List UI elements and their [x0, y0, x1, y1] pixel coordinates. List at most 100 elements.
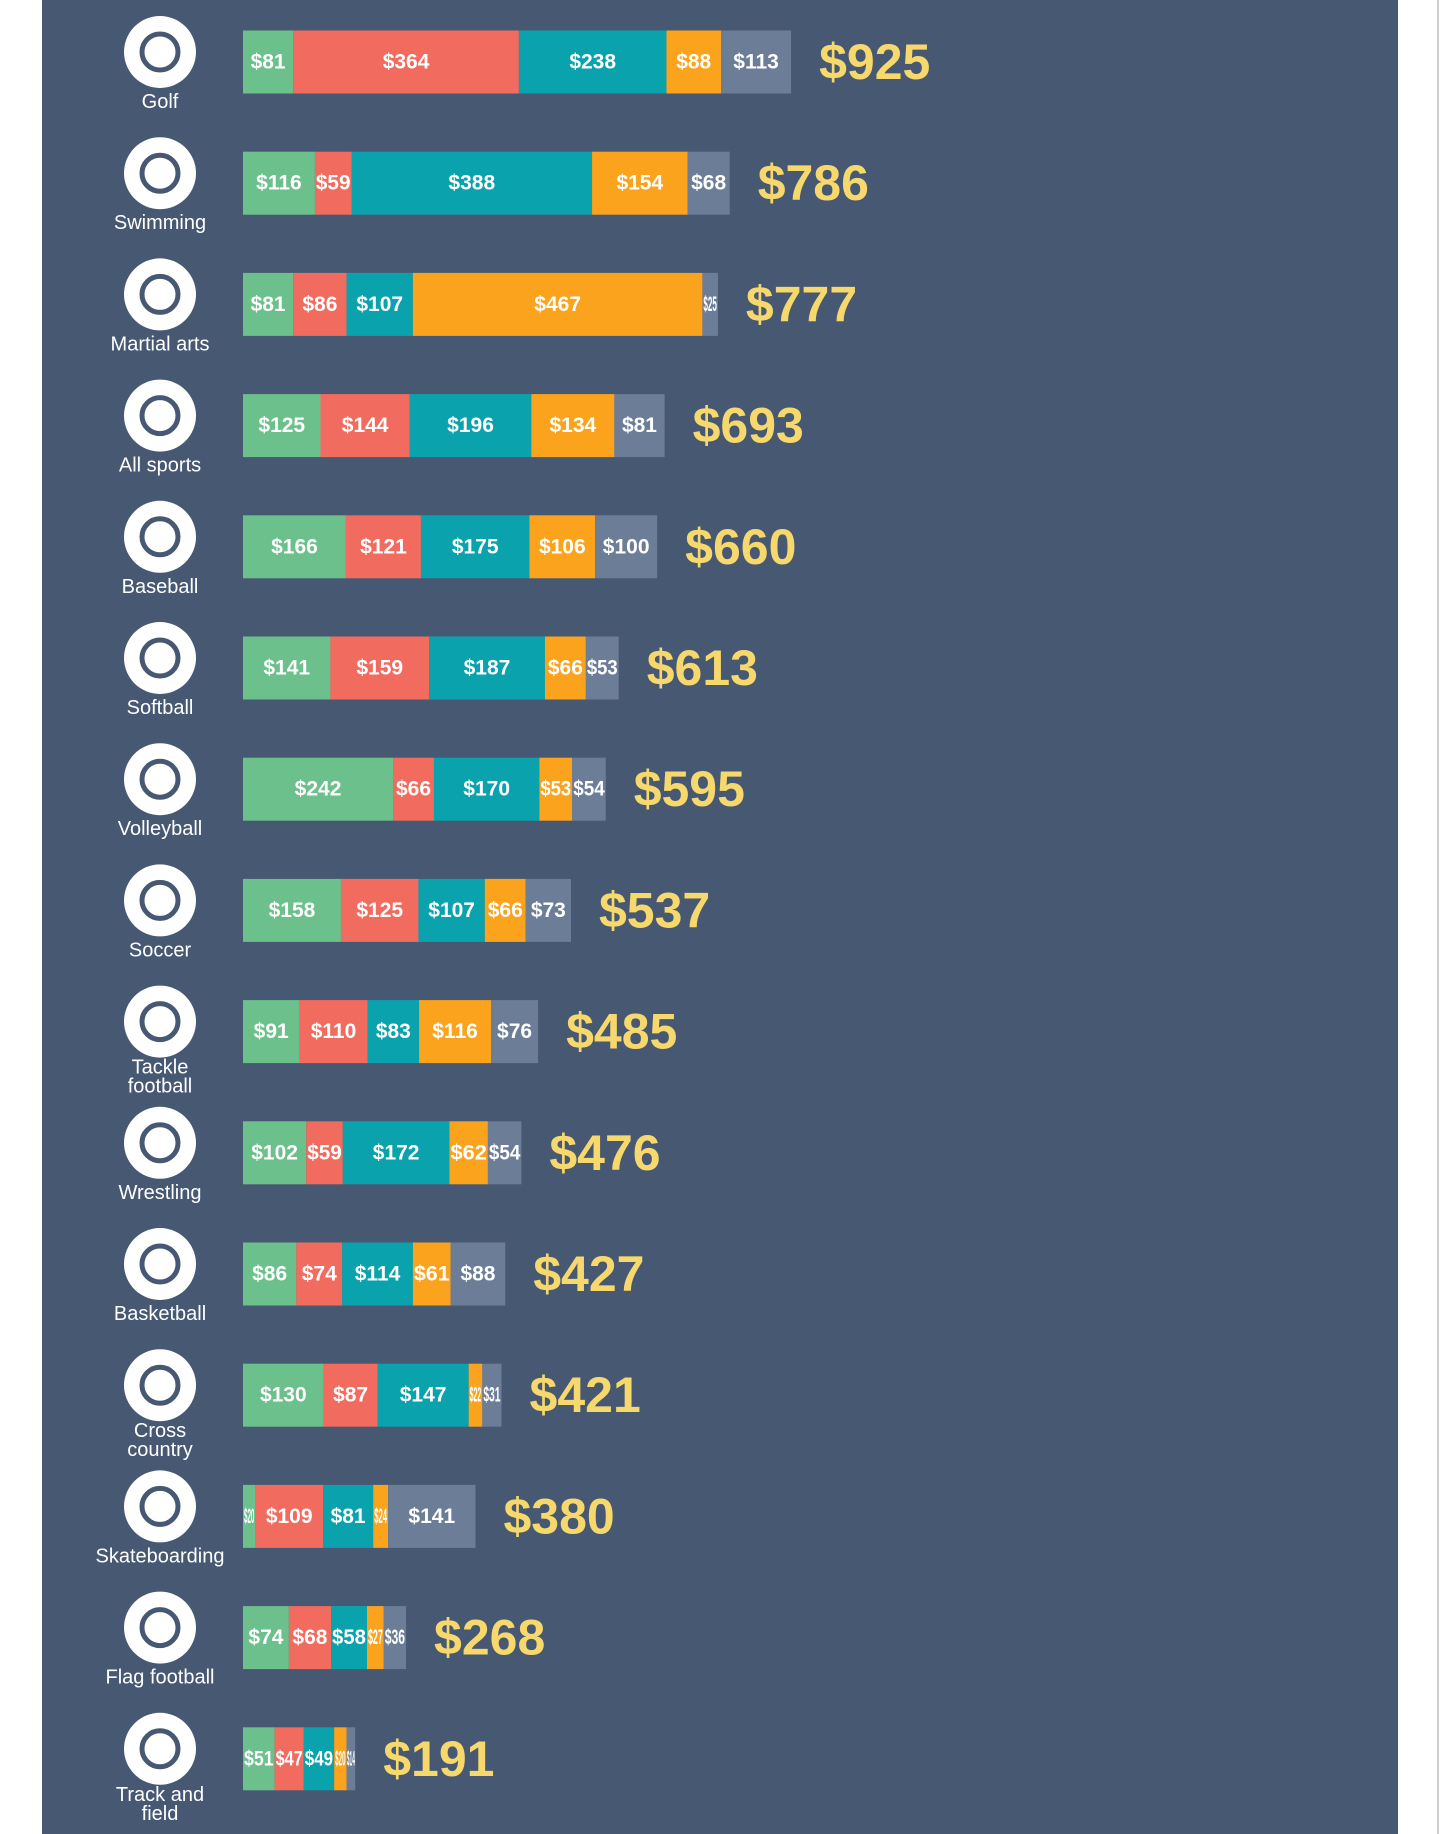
sport-icon-glyph — [139, 1122, 181, 1164]
bar-segment — [243, 30, 294, 94]
segment-label: $86 — [302, 293, 337, 316]
segment-label: $31 — [483, 1384, 500, 1407]
bar-segment — [274, 1727, 304, 1791]
segment-label: $68 — [292, 1626, 327, 1649]
total-label: $191 — [383, 1731, 494, 1787]
sport-icon — [124, 864, 196, 937]
segment-label: $59 — [316, 172, 351, 195]
segment-label: $81 — [251, 51, 286, 74]
segment-label: $68 — [691, 172, 726, 195]
sport-icon — [124, 1712, 196, 1785]
bar-segment — [243, 1363, 324, 1427]
bar-segment — [346, 1727, 356, 1791]
bar-segment — [243, 1121, 307, 1185]
bar-segment — [342, 1121, 450, 1185]
bar-segment — [323, 1363, 378, 1427]
total-label: $421 — [530, 1367, 641, 1423]
segment-label: $242 — [295, 778, 342, 801]
sport-icon — [124, 743, 196, 816]
segment-label: $76 — [497, 1020, 532, 1043]
segment-label: $154 — [616, 172, 663, 195]
bar-segment — [388, 1484, 476, 1548]
bar-segment — [320, 394, 410, 458]
sport-icon-glyph — [139, 879, 181, 921]
sport-icon — [124, 985, 196, 1058]
sport-icon — [124, 1470, 196, 1543]
bar-segment — [243, 757, 394, 821]
bar-segment — [243, 878, 341, 942]
bar-segment — [293, 272, 347, 336]
bar-segment — [243, 1606, 289, 1670]
bar-segment — [351, 151, 593, 215]
bar-segment — [345, 515, 421, 579]
segment-label: $141 — [408, 1505, 455, 1528]
sport-label: Baseball — [122, 576, 199, 598]
segment-label: $20 — [244, 1505, 254, 1528]
total-label: $777 — [746, 276, 857, 332]
total-label: $427 — [533, 1246, 644, 1302]
bar-segment — [255, 1484, 323, 1548]
bar-segment — [243, 1000, 300, 1064]
sport-icon-glyph — [139, 273, 181, 315]
total-label: $537 — [599, 882, 710, 938]
sport-icon — [124, 1106, 196, 1179]
bar-segment — [243, 1727, 275, 1791]
segment-label: $109 — [266, 1505, 313, 1528]
sport-label: Flag football — [106, 1667, 215, 1689]
sport-label: Swimming — [114, 212, 206, 234]
segment-label: $364 — [383, 51, 430, 74]
segment-label: $53 — [540, 778, 571, 801]
sport-label: Volleyball — [118, 818, 203, 840]
sport-label: Track and field — [116, 1784, 204, 1825]
segment-label: $110 — [311, 1020, 357, 1043]
sport-icon — [124, 16, 196, 88]
bar-segment — [243, 636, 331, 700]
total-label: $485 — [566, 1004, 677, 1060]
segment-label: $121 — [360, 535, 407, 558]
segment-label: $74 — [248, 1626, 283, 1649]
bar-segment — [429, 636, 545, 700]
segment-label: $130 — [260, 1384, 307, 1407]
sport-icon-glyph — [139, 1485, 181, 1527]
segment-label: $36 — [385, 1626, 405, 1649]
sport-label: Tackle football — [128, 1057, 193, 1098]
segment-label: $61 — [414, 1263, 450, 1286]
bar-segment — [525, 878, 571, 942]
sport-icon-glyph — [139, 1728, 181, 1770]
segment-label: $62 — [450, 1141, 486, 1164]
bar-segment — [243, 272, 294, 336]
segment-label: $24 — [374, 1505, 387, 1528]
segment-label: $196 — [447, 414, 494, 437]
sport-icon — [124, 1228, 196, 1300]
bar-segment — [346, 272, 413, 336]
bar-segment — [487, 1121, 522, 1185]
sport-label: Wrestling — [119, 1182, 202, 1204]
bar-segment — [331, 1606, 367, 1670]
segment-label: $144 — [342, 414, 389, 437]
segment-label: $147 — [400, 1384, 447, 1407]
segment-label: $166 — [271, 535, 318, 558]
segment-label: $102 — [251, 1141, 298, 1164]
segment-label: $107 — [356, 293, 403, 316]
sport-label: Softball — [127, 697, 194, 719]
segment-label: $107 — [428, 899, 475, 922]
bar-segment — [243, 1484, 256, 1548]
bar-segment — [314, 151, 352, 215]
bar-segment — [482, 1363, 502, 1427]
segment-label: $73 — [531, 899, 566, 922]
bar-segment — [243, 151, 315, 215]
segment-label: $66 — [396, 778, 431, 801]
segment-label: $74 — [302, 1263, 337, 1286]
segment-label: $116 — [432, 1020, 478, 1043]
segment-label: $388 — [448, 172, 495, 195]
bar-segment — [449, 1121, 488, 1185]
segment-label: $81 — [622, 414, 657, 437]
bar-segment — [296, 1242, 343, 1306]
bar-segment — [529, 515, 596, 579]
segment-label: $100 — [603, 535, 650, 558]
total-label: $595 — [634, 761, 745, 817]
bar-segment — [614, 394, 665, 458]
bar-segment — [243, 394, 321, 458]
sport-icon — [124, 1591, 196, 1664]
